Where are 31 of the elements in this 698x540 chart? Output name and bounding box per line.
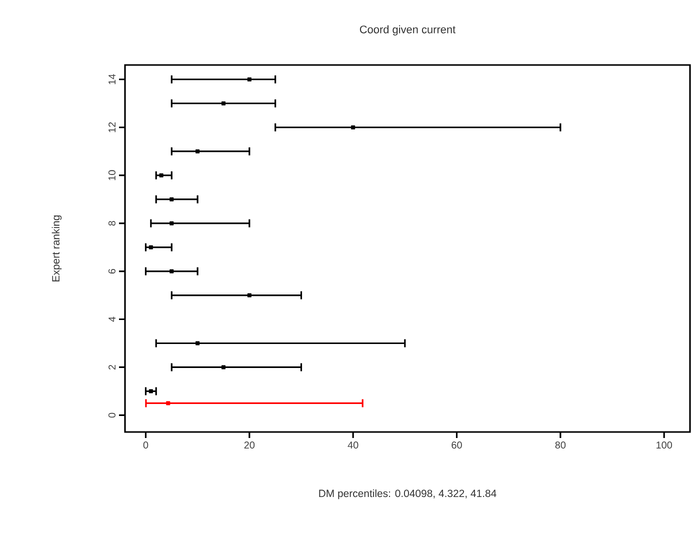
point [170,269,174,274]
point [170,221,174,226]
y-tick-label: 2 [108,364,116,370]
x-tick-label: 40 [348,442,358,449]
y-tick-label: 8 [108,220,116,226]
y-tick-label: 0 [108,412,116,418]
y-tick-label: 12 [108,122,116,132]
x-tick-label: 100 [656,442,672,449]
point [166,401,170,406]
point [221,101,226,106]
x-tick-label: 60 [452,442,462,449]
point [196,341,200,346]
point [159,173,164,178]
point [170,197,174,202]
y-tick-label: 14 [108,74,116,84]
chart-title: Coord given current [360,25,456,36]
x-tick-label: 80 [555,442,566,449]
point [148,389,153,394]
point [247,293,252,298]
x-axis-title: DM percentiles: 0.04098, 4.322, 41.84 [319,489,496,500]
y-tick-label: 6 [108,268,116,274]
point [221,365,226,370]
x-tick-label: 20 [244,442,255,449]
point [148,245,153,250]
y-tick-label: 10 [108,170,116,180]
point [196,149,200,154]
y-tick-label: 4 [108,316,116,322]
point [351,125,356,130]
y-axis-title: Expert ranking [52,215,62,282]
point [247,77,252,82]
x-tick-label: 0 [143,442,148,449]
